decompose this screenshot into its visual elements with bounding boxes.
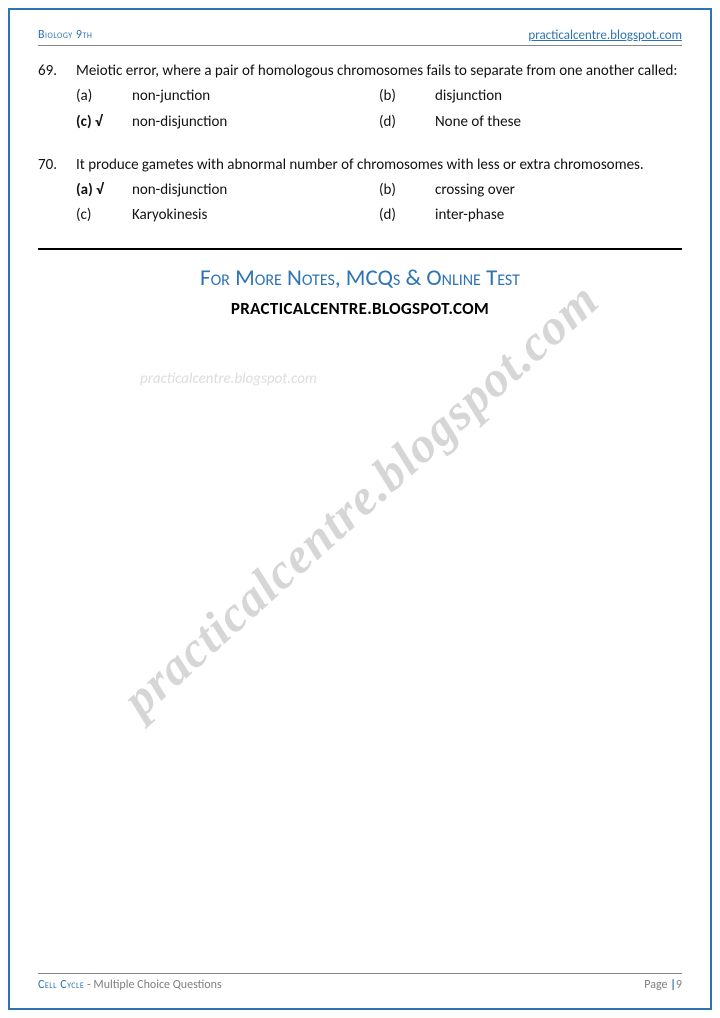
header-site-link[interactable]: practicalcentre.blogspot.com bbox=[528, 28, 682, 43]
option-d: (d) inter-phase bbox=[379, 204, 682, 227]
question-text: Meiotic error, where a pair of homologou… bbox=[76, 60, 682, 83]
option-b: (b) crossing over bbox=[379, 179, 682, 202]
footer-left: Cell Cycle - Multiple Choice Questions bbox=[38, 978, 222, 992]
question-70: 70. It produce gametes with abnormal num… bbox=[38, 154, 682, 230]
cta-title: For More Notes, MCQs & Online Test bbox=[38, 264, 682, 292]
option-label: (c) √ bbox=[76, 111, 132, 134]
footer-topic: Cell Cycle bbox=[38, 978, 84, 992]
option-text: Karyokinesis bbox=[132, 204, 207, 227]
option-b: (b) disjunction bbox=[379, 85, 682, 108]
option-c: (c) Karyokinesis bbox=[76, 204, 379, 227]
option-a: (a) √ non-disjunction bbox=[76, 179, 379, 202]
option-text: crossing over bbox=[435, 179, 515, 202]
option-label: (d) bbox=[379, 111, 435, 134]
option-text: non-disjunction bbox=[132, 179, 227, 202]
page-header: Biology 9th practicalcentre.blogspot.com bbox=[38, 28, 682, 46]
page-number: 9 bbox=[676, 978, 682, 992]
section-divider bbox=[38, 248, 682, 250]
option-label: (b) bbox=[379, 85, 435, 108]
cta-url[interactable]: PRACTICALCENTRE.BLOGSPOT.COM bbox=[38, 298, 682, 319]
option-label: (b) bbox=[379, 179, 435, 202]
page-content: Biology 9th practicalcentre.blogspot.com… bbox=[10, 10, 710, 1008]
option-c: (c) √ non-disjunction bbox=[76, 111, 379, 134]
page-footer: Cell Cycle - Multiple Choice Questions P… bbox=[38, 973, 682, 992]
option-label: (c) bbox=[76, 204, 132, 227]
option-label: (a) √ bbox=[76, 179, 132, 202]
footer-subtitle: - Multiple Choice Questions bbox=[84, 978, 221, 992]
option-text: disjunction bbox=[435, 85, 502, 108]
question-number: 69. bbox=[38, 60, 76, 83]
header-subject: Biology 9th bbox=[38, 28, 92, 43]
option-label: (d) bbox=[379, 204, 435, 227]
option-text: non-junction bbox=[132, 85, 210, 108]
option-text: inter-phase bbox=[435, 204, 504, 227]
option-d: (d) None of these bbox=[379, 111, 682, 134]
page-label: Page bbox=[644, 978, 670, 992]
option-label: (a) bbox=[76, 85, 132, 108]
watermark-small: practicalcentre.blogspot.com bbox=[140, 370, 317, 388]
option-text: None of these bbox=[435, 111, 521, 134]
question-69: 69. Meiotic error, where a pair of homol… bbox=[38, 60, 682, 136]
question-number: 70. bbox=[38, 154, 76, 177]
footer-page: Page |9 bbox=[644, 978, 682, 992]
question-text: It produce gametes with abnormal number … bbox=[76, 154, 682, 177]
option-a: (a) non-junction bbox=[76, 85, 379, 108]
option-text: non-disjunction bbox=[132, 111, 227, 134]
